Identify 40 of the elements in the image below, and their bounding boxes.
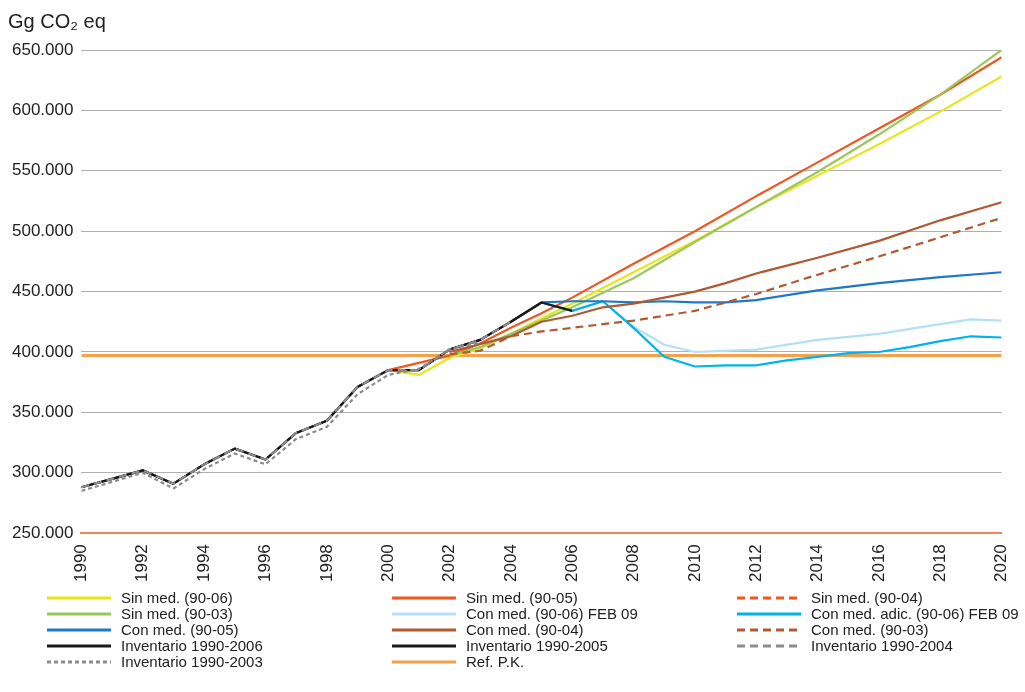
x-tick-label: 2018 [929, 544, 949, 583]
legend-label: Con med. (90-04) [466, 621, 584, 638]
legend-label: Inventario 1990-2004 [811, 637, 953, 654]
x-tick-label: 2014 [807, 544, 827, 583]
y-tick-label: 350.000 [12, 402, 74, 422]
legend-label: Inventario 1990-2003 [121, 653, 263, 670]
legend-label: Sin med. (90-03) [121, 605, 233, 622]
y-axis-title: Gg CO₂ eq [8, 10, 106, 33]
y-tick-label: 300.000 [12, 462, 74, 482]
x-tick-label: 1998 [316, 544, 336, 583]
x-tick-label: 2002 [439, 544, 459, 583]
legend-label: Con med. (90-05) [121, 621, 239, 638]
y-tick-label: 550.000 [12, 160, 74, 180]
y-tick-label: 600.000 [12, 100, 74, 120]
x-tick-label: 2010 [684, 544, 704, 583]
legend-label: Ref. P.K. [466, 653, 525, 670]
x-tick-label: 2008 [623, 544, 643, 583]
y-tick-label: 500.000 [12, 220, 74, 240]
y-tick-label: 450.000 [12, 281, 74, 301]
legend-label: Sin med. (90-06) [121, 589, 233, 606]
legend-label: Sin med. (90-04) [811, 589, 923, 606]
y-tick-label: 250.000 [12, 522, 74, 542]
x-tick-label: 1994 [193, 544, 213, 583]
x-tick-label: 2000 [377, 544, 397, 583]
legend-label: Inventario 1990-2005 [466, 637, 608, 654]
legend-label: Sin med. (90-05) [466, 589, 578, 606]
y-tick-label: 400.000 [12, 341, 74, 361]
x-tick-label: 1996 [255, 544, 275, 583]
legend-label: Con med. (90-03) [811, 621, 929, 638]
x-tick-label: 1992 [132, 544, 152, 583]
legend-label: Con med. (90-06) FEB 09 [466, 605, 638, 622]
x-tick-label: 2006 [561, 544, 581, 583]
x-tick-label: 2012 [745, 544, 765, 583]
x-tick-label: 2016 [868, 544, 888, 583]
x-tick-label: 2020 [991, 544, 1011, 583]
x-tick-label: 1990 [71, 544, 91, 583]
x-tick-label: 2004 [500, 544, 520, 583]
y-tick-label: 650.000 [12, 39, 74, 59]
legend-label: Con med. adic. (90-06) FEB 09 [811, 605, 1019, 622]
legend-label: Inventario 1990-2006 [121, 637, 263, 654]
